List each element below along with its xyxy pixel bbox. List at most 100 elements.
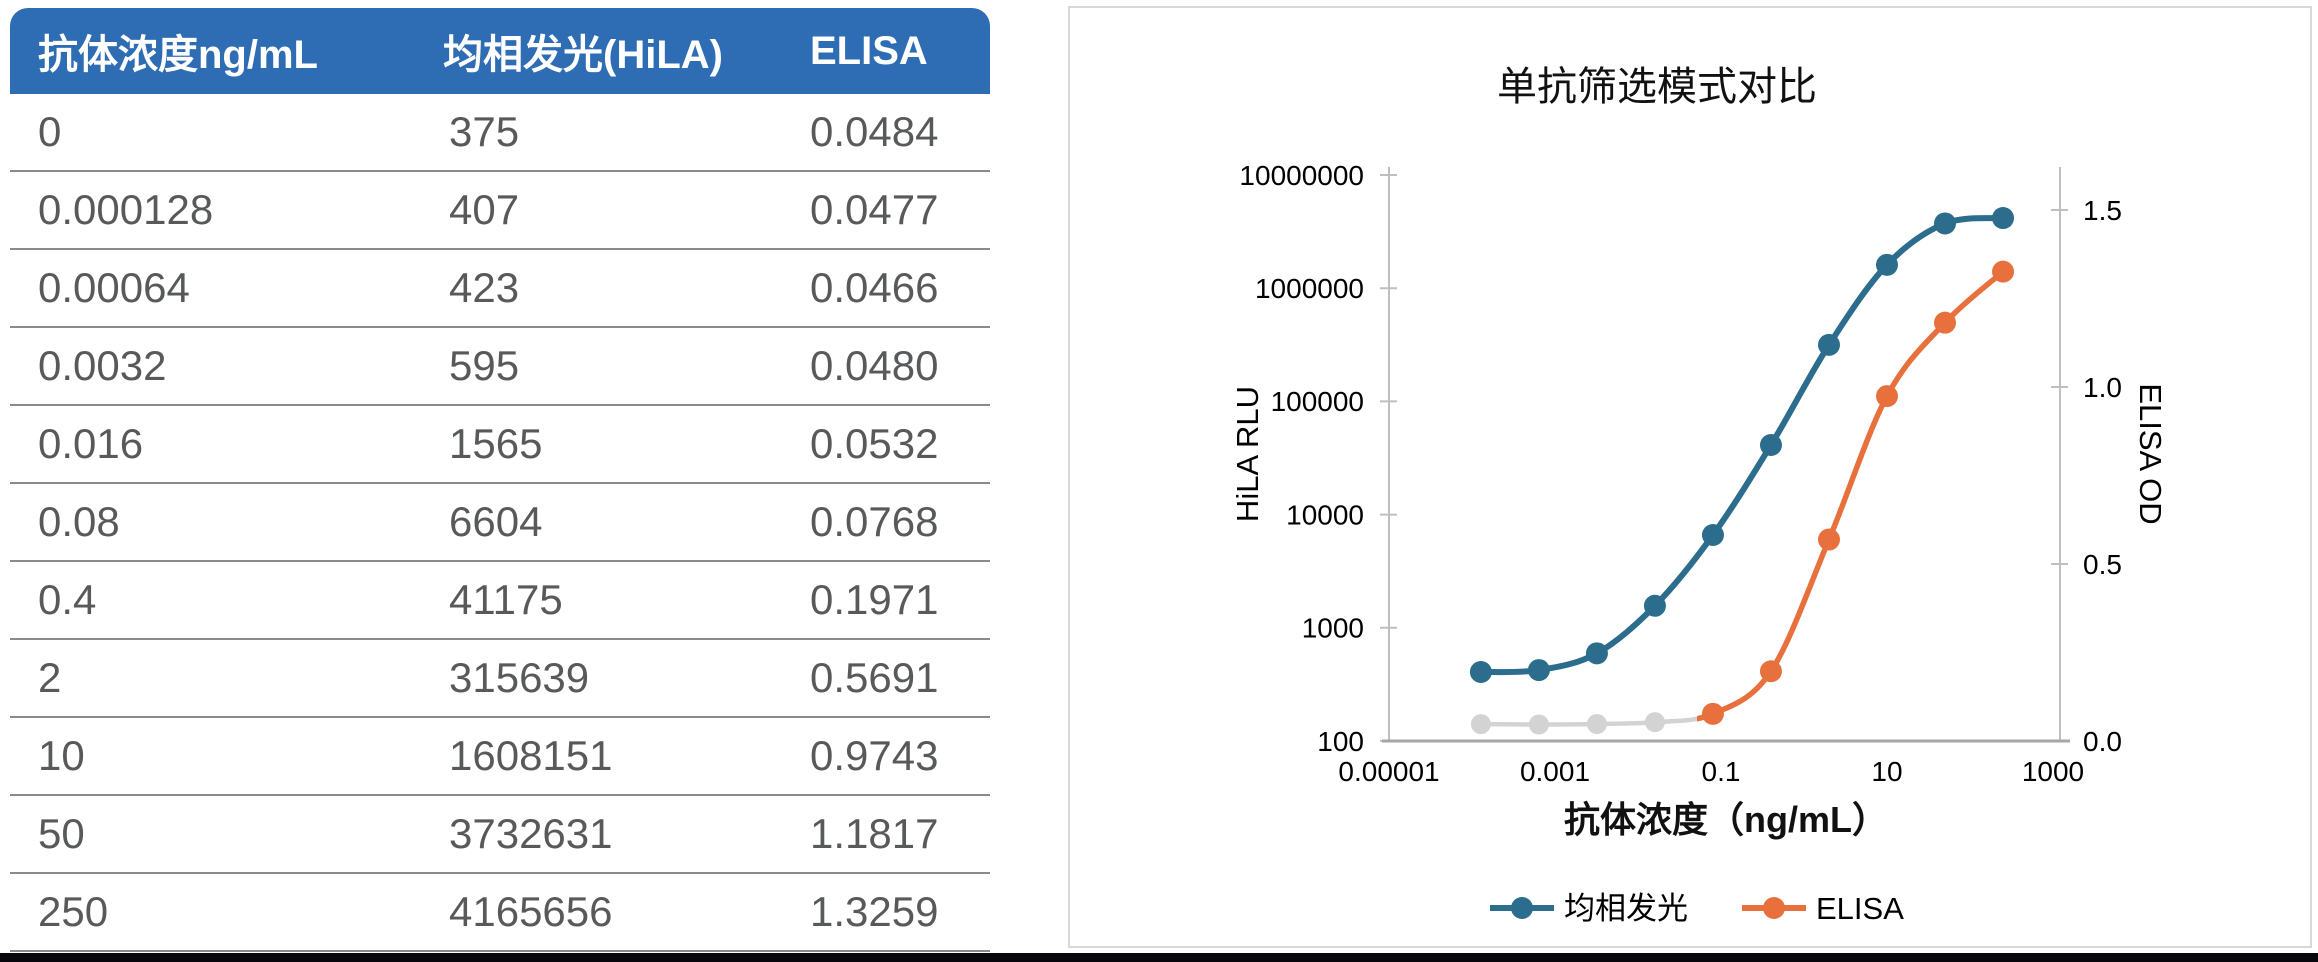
table-row: 0 375 0.0484 bbox=[10, 94, 990, 172]
table-cell: 1.3259 bbox=[810, 888, 939, 935]
concentration-table: 抗体浓度ng/mL 均相发光(HiLA) ELISA 0 375 0.0484 0.0… bbox=[10, 8, 990, 952]
table-cell: 0.00064 bbox=[38, 264, 190, 311]
y-left-tick-label: 100 bbox=[1317, 726, 1364, 757]
y-left-tick-label: 1000000 bbox=[1255, 273, 1364, 304]
table-header-concentration: 抗体浓度ng/mL bbox=[38, 33, 318, 77]
table-header-elisa: ELISA bbox=[810, 28, 928, 73]
series-elisa-line bbox=[1697, 269, 2005, 722]
table-row: 50 3732631 1.1817 bbox=[10, 796, 990, 874]
x-axis-title: 抗体浓度（ng/mL） bbox=[1564, 799, 1888, 840]
table-cell: 595 bbox=[449, 342, 520, 389]
table-cell: 0.1971 bbox=[810, 576, 939, 623]
table-row: 250 4165656 1.3259 bbox=[10, 874, 990, 952]
hila-data-point bbox=[1585, 642, 1608, 665]
series-hila-line bbox=[1477, 215, 2007, 676]
x-tick-label: 0.001 bbox=[1520, 756, 1590, 787]
elisa-data-point bbox=[1759, 660, 1782, 683]
y-left-tick-label: 10000 bbox=[1286, 499, 1364, 530]
bottom-divider-bar bbox=[0, 953, 2318, 962]
table-cell: 0 bbox=[38, 108, 62, 155]
legend-hila-swatch-dot bbox=[1511, 897, 1533, 919]
table-cell: 0.016 bbox=[38, 420, 144, 467]
table-cell: 2 bbox=[38, 654, 62, 701]
table-cell: 10 bbox=[38, 732, 85, 779]
table-cell: 1.1817 bbox=[810, 810, 939, 857]
table-cell: 315639 bbox=[449, 654, 590, 701]
x-tick-label: 0.1 bbox=[1702, 756, 1741, 787]
table-cell: 0.0480 bbox=[810, 342, 939, 389]
table-row: 0.0032 595 0.0480 bbox=[10, 328, 990, 406]
table-cell: 0.0032 bbox=[38, 342, 167, 389]
table-row: 0.08 6604 0.0768 bbox=[10, 484, 990, 562]
x-tick-label: 10 bbox=[1871, 756, 1902, 787]
table-body: 0 375 0.0484 0.000128 407 0.0477 0.00064 423 0.0… bbox=[10, 94, 990, 952]
y-left-tick-label: 1000 bbox=[1302, 613, 1364, 644]
elisa-data-point bbox=[1701, 702, 1724, 725]
table-cell: 0.9743 bbox=[810, 732, 939, 779]
y-right-tick-label: 1.5 bbox=[2083, 195, 2122, 226]
comparison-line-chart: 单抗筛选模式对比 100 1000 10000 100000 1000000 1000000… bbox=[1230, 65, 2168, 926]
table-cell: 1565 bbox=[449, 420, 543, 467]
elisa-data-point bbox=[1934, 311, 1957, 334]
elisa-data-point-gray bbox=[1528, 714, 1549, 735]
y-left-tick-label: 10000000 bbox=[1239, 160, 1364, 191]
table-cell: 6604 bbox=[449, 498, 543, 545]
table-cell: 0.0484 bbox=[810, 108, 939, 155]
legend-elisa-label: ELISA bbox=[1816, 891, 1904, 926]
x-tick-label: 0.00001 bbox=[1338, 756, 1439, 787]
elisa-data-point-gray bbox=[1470, 714, 1491, 735]
legend-elisa-swatch-dot bbox=[1763, 897, 1785, 919]
table-cell: 0.0768 bbox=[810, 498, 939, 545]
table-row: 0.016 1565 0.0532 bbox=[10, 406, 990, 484]
elisa-data-point-gray bbox=[1644, 712, 1665, 733]
table-cell: 250 bbox=[38, 888, 109, 935]
table-cell: 0.4 bbox=[38, 576, 97, 623]
elisa-data-point bbox=[1992, 260, 2015, 283]
hila-data-point bbox=[1934, 212, 1957, 235]
y-right-tick-label: 1.0 bbox=[2083, 372, 2122, 403]
table-cell: 0.5691 bbox=[810, 654, 939, 701]
y-right-tick-label: 0.5 bbox=[2083, 549, 2122, 580]
table-cell: 41175 bbox=[449, 576, 563, 623]
y-right-axis-title: ELISA OD bbox=[2133, 383, 2168, 524]
hila-data-point bbox=[1876, 253, 1898, 276]
hila-data-point bbox=[1992, 207, 2015, 230]
table-header-row: 抗体浓度ng/mL 均相发光(HiLA) ELISA bbox=[10, 8, 990, 94]
series-elisa-line-gray-segment bbox=[1480, 716, 1697, 727]
hila-data-point bbox=[1701, 523, 1724, 546]
hila-data-point bbox=[1469, 660, 1492, 683]
table-row: 2 315639 0.5691 bbox=[10, 640, 990, 718]
table-header-hila: 均相发光(HiLA) bbox=[443, 33, 723, 77]
table-cell: 4165656 bbox=[449, 888, 613, 935]
chart-card: 单抗筛选模式对比 100 1000 10000 100000 1000000 1000000… bbox=[1068, 6, 2312, 948]
y-left-tick-label: 100000 bbox=[1271, 386, 1364, 417]
table-cell: 0.0532 bbox=[810, 420, 939, 467]
table-cell: 0.0477 bbox=[810, 186, 939, 233]
table-cell: 375 bbox=[449, 108, 520, 155]
table-cell: 1608151 bbox=[449, 732, 613, 779]
chart-title: 单抗筛选模式对比 bbox=[1497, 65, 1817, 109]
elisa-data-point bbox=[1876, 385, 1898, 408]
elisa-data-point-gray bbox=[1586, 714, 1607, 735]
table-cell: 3732631 bbox=[449, 810, 613, 857]
table-cell: 50 bbox=[38, 810, 85, 857]
table-cell: 0.000128 bbox=[38, 186, 214, 233]
hila-data-point bbox=[1817, 333, 1840, 356]
x-tick-label: 1000 bbox=[2022, 756, 2084, 787]
hila-data-point bbox=[1759, 434, 1782, 457]
y-left-axis-title: HiLA RLU bbox=[1230, 386, 1265, 522]
table-row: 0.00064 423 0.0466 bbox=[10, 250, 990, 328]
hila-data-point bbox=[1643, 594, 1666, 617]
y-right-tick-label: 0.0 bbox=[2083, 726, 2122, 757]
table-cell: 407 bbox=[449, 186, 520, 233]
table-row: 0.000128 407 0.0477 bbox=[10, 172, 990, 250]
table-cell: 0.08 bbox=[38, 498, 120, 545]
hila-data-point bbox=[1527, 659, 1550, 682]
elisa-data-point bbox=[1817, 528, 1840, 551]
table-cell: 0.0466 bbox=[810, 264, 939, 311]
table-row: 0.4 41175 0.1971 bbox=[10, 562, 990, 640]
table-row: 10 1608151 0.9743 bbox=[10, 718, 990, 796]
table-cell: 423 bbox=[449, 264, 520, 311]
legend-hila-label: 均相发光 bbox=[1564, 891, 1688, 926]
